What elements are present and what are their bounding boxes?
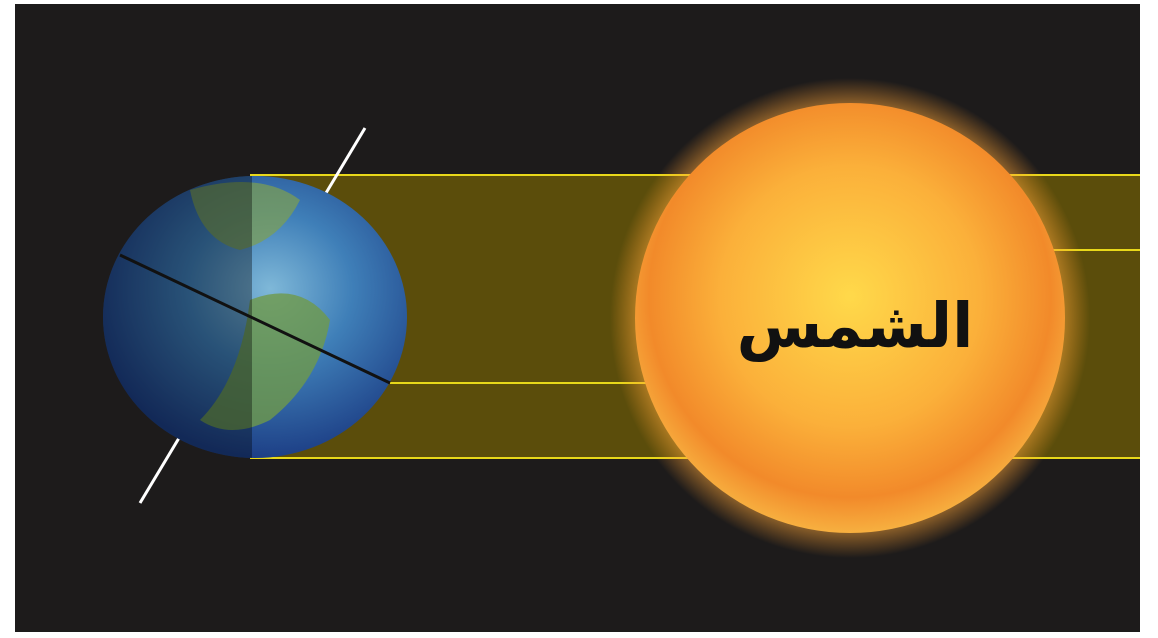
sun (635, 103, 1065, 533)
sun-label: الشمس (737, 289, 974, 362)
continent (190, 182, 300, 250)
equator-line (119, 253, 391, 385)
continent (200, 293, 330, 430)
